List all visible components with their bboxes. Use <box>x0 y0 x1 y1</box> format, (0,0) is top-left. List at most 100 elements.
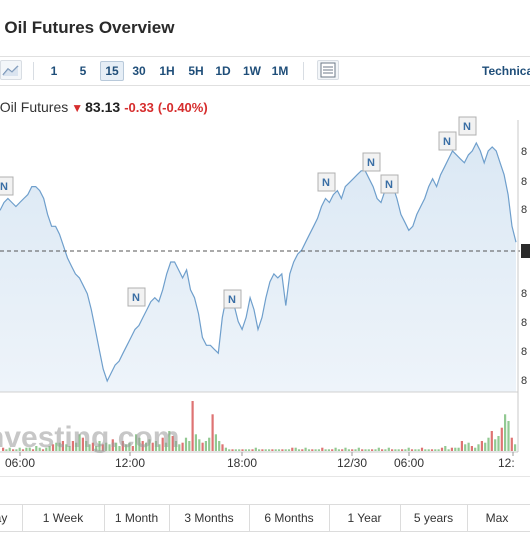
volume-bar <box>477 444 480 451</box>
volume-bar <box>357 447 360 451</box>
volume-bar <box>41 449 45 451</box>
volume-bar <box>361 449 364 451</box>
volume-bar <box>381 449 384 451</box>
volume-bar <box>231 449 234 451</box>
y-tick-label: 8 <box>521 375 527 387</box>
timeframe-1W[interactable]: 1W <box>243 64 261 78</box>
technical-link[interactable]: Technica <box>482 64 530 78</box>
volume-bar <box>327 449 330 451</box>
range-1-day[interactable]: ay <box>0 505 23 531</box>
volume-bar <box>2 447 5 451</box>
volume-bar <box>274 449 277 451</box>
news-marker[interactable]: N <box>0 176 14 196</box>
news-marker-box <box>362 152 381 172</box>
range-5-years[interactable]: 5 years <box>400 505 468 531</box>
news-marker[interactable]: N <box>223 289 242 309</box>
x-axis-label: 12: <box>498 456 515 470</box>
volume-bar <box>424 449 427 451</box>
news-marker[interactable]: N <box>380 174 399 194</box>
volume-bar <box>51 444 55 451</box>
price-area <box>0 141 517 392</box>
volume-bar <box>228 449 231 451</box>
volume-bar <box>271 449 274 451</box>
watermark-logo: nvesting.com <box>0 421 179 454</box>
timeframe-1D[interactable]: 1D <box>215 64 231 78</box>
timeframe-1H[interactable]: 1H <box>159 64 175 78</box>
volume-bar <box>394 449 397 451</box>
y-tick-label: 8 <box>521 204 527 216</box>
news-marker[interactable]: N <box>317 172 336 192</box>
chart-toolbar: 1 5 15 30 1H 5H 1D 1W 1M Technica <box>0 57 530 85</box>
volume-bar <box>510 437 513 451</box>
range-max[interactable]: Max <box>485 511 509 525</box>
volume-bar <box>377 447 380 451</box>
news-marker-box <box>223 289 242 309</box>
volume-bar <box>264 449 267 451</box>
page-title: t Oil Futures Overview <box>0 18 175 37</box>
volume-bar <box>261 449 264 451</box>
range-1-month[interactable]: 1 Month <box>104 505 170 531</box>
volume-bar <box>58 442 61 451</box>
range-bar-border <box>0 504 530 532</box>
volume-bar <box>204 441 207 451</box>
volume-bar <box>191 401 194 451</box>
volume-bar <box>234 449 237 451</box>
volume-bar <box>115 442 118 451</box>
timeframe-15[interactable]: 15 <box>100 61 124 81</box>
x-axis-ticks <box>19 452 514 456</box>
volume-bar <box>254 447 257 451</box>
volume-bar <box>21 449 25 451</box>
news-marker-label: N <box>0 181 8 193</box>
range-3-months[interactable]: 3 Months <box>169 505 250 531</box>
timeframe-30[interactable]: 30 <box>132 64 146 78</box>
table-icon[interactable] <box>317 60 339 80</box>
y-tick-label: 8 <box>521 288 527 300</box>
range-6-months[interactable]: 6 Months <box>249 505 330 531</box>
volume-bar <box>331 449 334 451</box>
volume-bar <box>490 431 493 451</box>
volume-bar <box>480 441 483 451</box>
x-axis-label: 06:00 <box>5 456 36 470</box>
volume-bar <box>384 449 387 451</box>
toolbar-separator <box>33 62 34 80</box>
price-change: -0.33 <box>124 100 154 115</box>
instrument-name: t Oil Futures <box>0 99 69 115</box>
volume-bar <box>68 446 71 451</box>
area-chart-icon[interactable] <box>0 60 22 80</box>
quote-line: t Oil Futures▼83.13-0.33(-0.40%) <box>0 99 208 115</box>
news-marker[interactable]: N <box>438 131 457 151</box>
volume-bar <box>307 449 311 451</box>
volume-bar <box>277 449 281 451</box>
volume-bar <box>427 449 430 451</box>
news-marker-label: N <box>228 294 236 306</box>
volume-bar <box>347 449 350 451</box>
news-marker[interactable]: N <box>127 287 146 307</box>
timeframe-5[interactable]: 5 <box>79 64 87 78</box>
price-area-fill <box>0 143 516 392</box>
timeframe-1M[interactable]: 1M <box>271 64 289 78</box>
divider <box>0 476 530 477</box>
volume-bar <box>404 449 407 451</box>
news-marker-box <box>317 172 336 192</box>
range-1-week[interactable]: 1 Week <box>22 505 105 531</box>
volume-bar <box>171 436 174 451</box>
volume-bar <box>470 446 473 451</box>
volume-bar <box>304 447 307 451</box>
timeframe-1[interactable]: 1 <box>50 64 58 78</box>
volume-bar <box>364 449 367 451</box>
news-marker[interactable]: N <box>362 152 381 172</box>
news-marker[interactable]: N <box>458 116 477 136</box>
volume-bar <box>78 434 81 451</box>
volume-bar <box>174 441 178 451</box>
volume-bar <box>65 444 68 451</box>
timeframe-5H[interactable]: 5H <box>188 64 204 78</box>
volume-bar <box>434 449 437 451</box>
volume-bar <box>447 449 450 451</box>
volume-bar <box>374 449 377 451</box>
volume-bar <box>12 449 15 451</box>
volume-bar <box>25 447 28 451</box>
range-1-year[interactable]: 1 Year <box>329 505 401 531</box>
news-marker-box <box>380 174 399 194</box>
x-axis-label: 18:00 <box>227 456 258 470</box>
